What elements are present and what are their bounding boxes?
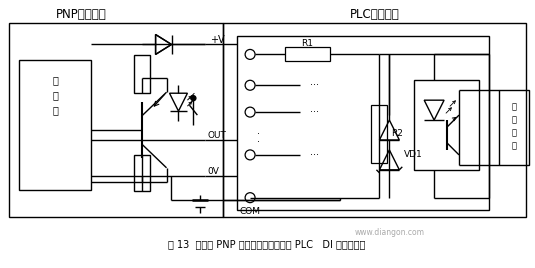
- Text: ·: ·: [257, 129, 259, 139]
- Text: +V: +V: [210, 35, 225, 46]
- Bar: [223, 23, 526, 217]
- Bar: [371, 105, 387, 163]
- Text: OUT: OUT: [208, 132, 226, 140]
- Text: ···: ···: [310, 107, 319, 117]
- Text: 图 13  传感器 PNP 型输出与源型输入的 PLC   DI 模块的接线: 图 13 传感器 PNP 型输出与源型输入的 PLC DI 模块的接线: [169, 239, 366, 250]
- Bar: [285, 47, 330, 61]
- Bar: [499, 90, 529, 165]
- Text: 0V: 0V: [208, 167, 219, 176]
- Bar: [237, 36, 489, 210]
- Text: ···: ···: [310, 150, 319, 160]
- Text: 路: 路: [52, 105, 58, 115]
- Bar: [134, 55, 150, 93]
- Text: COM: COM: [240, 207, 261, 216]
- Bar: [19, 60, 91, 190]
- Text: PLC内部接线: PLC内部接线: [349, 8, 399, 21]
- Text: www.diangon.com: www.diangon.com: [354, 228, 424, 237]
- Text: 处: 处: [511, 116, 516, 125]
- Text: R1: R1: [301, 39, 313, 48]
- Text: 理: 理: [511, 128, 516, 137]
- Text: 电: 电: [52, 90, 58, 100]
- Circle shape: [191, 96, 196, 101]
- Bar: [414, 80, 479, 170]
- Bar: [9, 23, 223, 217]
- Text: 器: 器: [511, 142, 516, 150]
- Text: 至: 至: [511, 103, 516, 112]
- Text: PNP型传感器: PNP型传感器: [56, 8, 106, 21]
- Text: R2: R2: [392, 129, 403, 139]
- Text: VD1: VD1: [404, 150, 423, 159]
- Text: ···: ···: [310, 80, 319, 90]
- Text: 主: 主: [52, 75, 58, 85]
- Bar: [134, 155, 150, 191]
- Text: ·: ·: [257, 137, 259, 147]
